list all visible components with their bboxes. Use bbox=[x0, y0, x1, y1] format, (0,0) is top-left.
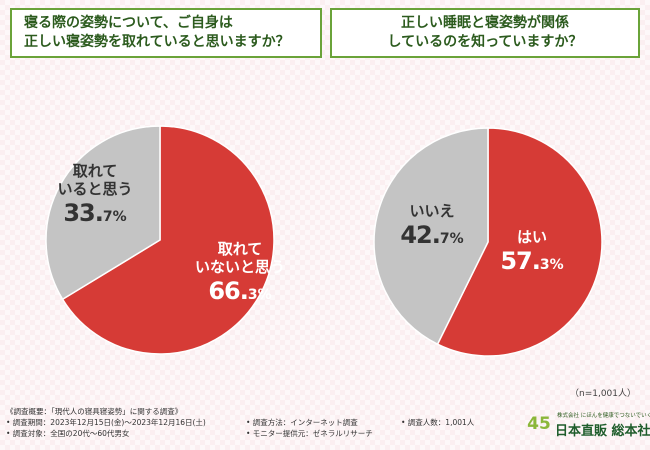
pie2-label-red: はい 57.3% bbox=[492, 228, 572, 280]
pie2-grey-label: いいえ bbox=[409, 202, 455, 220]
pie1-label-red: 取れて いないと思う 66.3% bbox=[180, 240, 300, 310]
question-box-left: 寝る際の姿勢について、ご自身は 正しい寝姿勢を取れていると思いますか？ bbox=[10, 8, 322, 58]
survey-footer: 《調査概要：「現代人の寝具寝姿勢」に関する調査》 • 調査期間：2023年12月… bbox=[6, 406, 526, 439]
pie1-slice-red bbox=[61, 125, 275, 355]
pie1-label-grey: 取れて いると思う 33.7% bbox=[40, 162, 150, 232]
footer-survey-method: • 調査方法：インターネット調査 bbox=[246, 418, 358, 427]
question-left-line-2: 正しい寝姿勢を取れていると思いますか？ bbox=[24, 34, 290, 50]
pie2-grey-percent: 42.7% bbox=[400, 221, 464, 249]
question-right-line-2: しているのを知っていますか？ bbox=[387, 34, 583, 50]
footer-survey-target: • 調査対象：全国の20代～60代男女 bbox=[6, 429, 130, 438]
question-left-line-1: 寝る際の姿勢について、ご自身は bbox=[24, 15, 233, 31]
pie1-slice-grey bbox=[45, 125, 161, 301]
footer-survey-overview: 《調査概要：「現代人の寝具寝姿勢」に関する調査》 bbox=[6, 407, 183, 416]
pie2-slice-red bbox=[436, 127, 603, 357]
pie2-label-grey: いいえ 42.7% bbox=[392, 202, 472, 254]
anniversary-mark-icon: 45 bbox=[527, 414, 551, 434]
pie1-red-label-line-2: いないと思う bbox=[194, 258, 285, 276]
footer-survey-period: • 調査期間：2023年12月15日(金)～2023年12月16日(土) bbox=[6, 418, 206, 427]
pie2-red-label: はい bbox=[516, 228, 547, 246]
pie1-red-percent: 66.3% bbox=[208, 277, 272, 305]
pie2-red-percent: 57.3% bbox=[500, 247, 564, 275]
pie2-slice-grey bbox=[373, 127, 489, 346]
pie1-red-label-line-1: 取れて bbox=[217, 240, 263, 258]
pie1-grey-percent: 33.7% bbox=[63, 199, 127, 227]
footer-monitor-provider: • モニター提供元：ゼネラルリサーチ bbox=[246, 429, 373, 438]
question-box-right: 正しい睡眠と寝姿勢が関係 しているのを知っていますか？ bbox=[330, 8, 640, 58]
question-right-line-1: 正しい睡眠と寝姿勢が関係 bbox=[401, 15, 569, 31]
company-logo: 45 株式会社 にほんを健康でつないでいく 日本直販 総本社 bbox=[525, 405, 650, 445]
logo-company-name: 日本直販 総本社 bbox=[555, 424, 650, 439]
logo-tagline: 株式会社 にほんを健康でつないでいく bbox=[557, 413, 650, 419]
pie1-grey-label-line-1: 取れて bbox=[72, 162, 118, 180]
sample-size-note: （n=1,001人） bbox=[569, 389, 636, 399]
pie1-grey-label-line-2: いると思う bbox=[57, 180, 133, 198]
footer-survey-count: • 調査人数：1,001人 bbox=[401, 418, 475, 427]
